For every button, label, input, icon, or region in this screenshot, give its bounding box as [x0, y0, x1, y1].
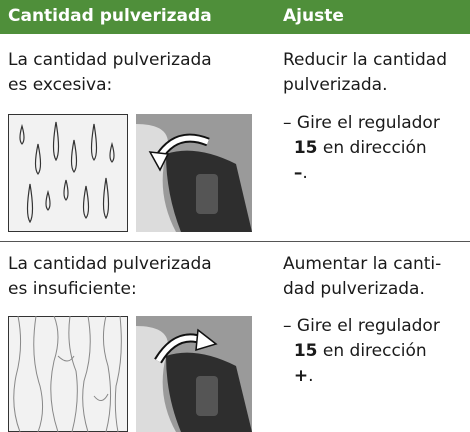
- text-line: +.: [283, 364, 440, 389]
- text-line: La cantidad pulverizada: [8, 50, 212, 70]
- part-number: 15: [293, 138, 318, 158]
- text-line: es excesiva:: [8, 75, 113, 95]
- sign: –: [293, 163, 303, 183]
- excess-spray-illustration: [8, 114, 128, 232]
- action-text: Aumentar la canti- dad pulverizada.: [283, 252, 441, 302]
- text-line: 15 en dirección: [283, 339, 440, 364]
- column-header: Ajuste: [283, 6, 344, 26]
- text-line: – Gire el regulador: [283, 113, 440, 133]
- text: en dirección: [322, 341, 427, 361]
- text-line: dad pulverizada.: [283, 279, 425, 299]
- text-line: pulverizada.: [283, 75, 388, 95]
- text-line: 15 en dirección: [283, 136, 440, 161]
- text-line: – Gire el regulador: [283, 316, 440, 336]
- table-header: Cantidad pulverizada Ajuste: [0, 0, 470, 34]
- action-text: Reducir la cantidad pulverizada.: [283, 48, 447, 98]
- text-line: Reducir la cantidad: [283, 50, 448, 70]
- row-divider: [0, 241, 470, 242]
- sign: +: [293, 366, 309, 386]
- part-number: 15: [293, 341, 318, 361]
- text-line: La cantidad pulverizada: [8, 254, 212, 274]
- step-text: – Gire el regulador 15 en dirección +.: [283, 314, 440, 389]
- step-text: – Gire el regulador 15 en dirección –.: [283, 111, 440, 186]
- problem-text: La cantidad pulverizada es excesiva:: [8, 48, 212, 98]
- text: en dirección: [322, 138, 427, 158]
- text-line: es insuficiente:: [8, 279, 137, 299]
- regulator-photo: [136, 316, 252, 432]
- text-line: –.: [283, 161, 440, 186]
- problem-text: La cantidad pulverizada es insuficiente:: [8, 252, 212, 302]
- text-line: Aumentar la canti-: [283, 254, 442, 274]
- regulator-photo: [136, 114, 252, 232]
- column-header: Cantidad pulverizada: [8, 6, 212, 26]
- text: .: [308, 366, 314, 386]
- text: .: [302, 163, 308, 183]
- insufficient-spray-illustration: [8, 316, 128, 432]
